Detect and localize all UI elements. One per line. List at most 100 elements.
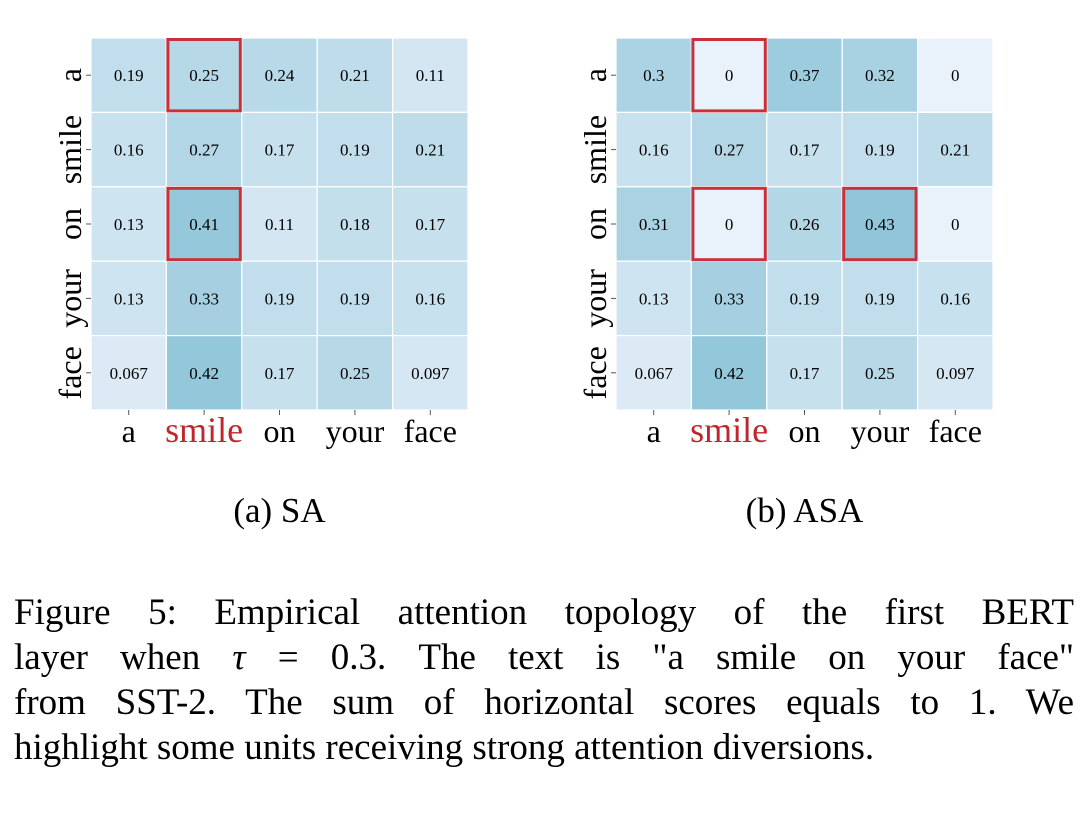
cell-value-label-r2-c2: 0.11 xyxy=(265,215,294,234)
cell-value-label-r1-c1: 0.27 xyxy=(714,141,744,160)
heatmap-cell-r0-c4 xyxy=(916,37,994,114)
caption-line-1: Figure 5: Empirical attention topology o… xyxy=(14,592,1074,633)
cell-value-label-r0-c3: 0.21 xyxy=(340,66,370,85)
subcaption-0: (a) SA xyxy=(233,491,326,530)
heatmap-cell-r3-c2 xyxy=(241,260,318,337)
cell-value-label-r4-c1: 0.42 xyxy=(714,364,744,383)
x-tick-label-on: on xyxy=(264,413,296,449)
subcaption-1: (b) ASA xyxy=(746,491,864,530)
x-tick-label-smile: smile xyxy=(690,410,768,450)
heatmap-cell-r3-c1 xyxy=(690,260,768,337)
cell-value-label-r3-c4: 0.16 xyxy=(940,289,970,308)
heatmap-cell-r4-c3 xyxy=(841,335,919,411)
cell-value-label-r2-c4: 0.17 xyxy=(415,215,445,234)
cell-value-label-r3-c3: 0.19 xyxy=(340,289,370,308)
heatmap-cell-r2-c3 xyxy=(841,186,919,262)
heatmap-cell-r1-c4 xyxy=(392,111,469,188)
cell-value-label-r3-c0: 0.13 xyxy=(114,289,144,308)
heatmap-cell-r2-c2 xyxy=(766,186,843,262)
cell-value-label-r4-c2: 0.17 xyxy=(265,364,295,383)
cell-value-label-r0-c1: 0 xyxy=(725,66,734,85)
cell-value-label-r0-c3: 0.32 xyxy=(865,66,895,85)
cell-value-label-r0-c1: 0.25 xyxy=(189,66,219,85)
cell-value-label-r4-c4: 0.097 xyxy=(936,364,975,383)
heatmap-cell-r3-c4 xyxy=(392,260,469,337)
caption-line-2-post: The text is "a smile on your face" xyxy=(418,637,1075,678)
cell-value-label-r1-c2: 0.17 xyxy=(790,141,820,160)
heatmap-cell-r4-c0 xyxy=(90,335,168,411)
x-tick-label-a: a xyxy=(647,413,661,449)
heatmap-cell-r0-c3 xyxy=(316,37,394,114)
cell-value-label-r4-c0: 0.067 xyxy=(635,364,674,383)
heatmap-cell-r3-c1 xyxy=(165,260,243,337)
cell-value-label-r4-c0: 0.067 xyxy=(110,364,149,383)
heatmap-cell-r2-c1 xyxy=(690,186,768,262)
cell-value-label-r4-c3: 0.25 xyxy=(340,364,370,383)
cell-value-label-r2-c2: 0.26 xyxy=(790,215,820,234)
heatmap-cell-r0-c1 xyxy=(165,37,243,114)
cell-value-label-r2-c4: 0 xyxy=(951,215,960,234)
x-tick-label-a: a xyxy=(122,413,136,449)
cell-value-label-r3-c3: 0.19 xyxy=(865,289,895,308)
attention-heatmap-figure: 0.19 0.25 0.24 0.21 0.11 0.16 0.27 0.17 0.19 0.21… xyxy=(52,37,994,530)
heatmap-cell-r0-c2 xyxy=(241,37,318,114)
y-tick-label-your: your xyxy=(577,269,613,328)
heatmap-cell-r2-c1 xyxy=(165,186,243,262)
heatmap-cell-r4-c4 xyxy=(392,335,469,411)
cell-value-label-r2-c3: 0.43 xyxy=(865,215,895,234)
heatmap-cell-r4-c1 xyxy=(165,335,243,411)
heatmap-cell-r4-c2 xyxy=(241,335,318,411)
x-tick-label-your: your xyxy=(851,413,910,449)
cell-value-label-r3-c1: 0.33 xyxy=(714,289,744,308)
x-tick-label-smile: smile xyxy=(165,410,243,450)
caption-line-2-pre: layer when xyxy=(14,637,201,678)
heatmap-cell-r4-c4 xyxy=(916,335,994,411)
heatmap-cell-r1-c2 xyxy=(241,111,318,188)
cell-value-label-r2-c3: 0.18 xyxy=(340,215,370,234)
cell-value-label-r1-c1: 0.27 xyxy=(189,141,219,160)
cell-value-label-r1-c0: 0.16 xyxy=(114,141,144,160)
x-tick-label-face: face xyxy=(929,413,982,449)
cell-value-label-r0-c2: 0.24 xyxy=(265,66,295,85)
cell-value-label-r2-c1: 0 xyxy=(725,215,734,234)
heatmap-cell-r3-c3 xyxy=(316,260,394,337)
heatmap-cell-r4-c1 xyxy=(690,335,768,411)
cell-value-label-r2-c0: 0.13 xyxy=(114,215,144,234)
cell-value-label-r1-c3: 0.19 xyxy=(865,141,895,160)
highlight-box-1 xyxy=(691,186,767,262)
cell-value-label-r4-c4: 0.097 xyxy=(411,364,450,383)
figure-caption: Figure 5: Empirical attention topology o… xyxy=(14,590,1074,770)
caption-line-4: highlight some units receiving strong at… xyxy=(14,727,875,768)
cell-value-label-r0-c4: 0 xyxy=(951,66,960,85)
caption-line-2: layer when τ = 0.3. The text is "a smile… xyxy=(14,635,1074,680)
cell-value-label-r0-c0: 0.3 xyxy=(643,66,664,85)
heatmap-cell-r3-c4 xyxy=(916,260,994,337)
cell-value-label-r0-c4: 0.11 xyxy=(416,66,445,85)
y-tick-label-your: your xyxy=(52,269,88,328)
cell-value-label-r2-c1: 0.41 xyxy=(189,215,219,234)
y-tick-label-a: a xyxy=(52,68,88,82)
x-tick-label-on: on xyxy=(789,413,821,449)
cell-value-label-r3-c2: 0.19 xyxy=(790,289,820,308)
heatmap-cell-r2-c3 xyxy=(316,186,394,262)
y-tick-label-a: a xyxy=(577,68,613,82)
cell-value-label-r4-c3: 0.25 xyxy=(865,364,895,383)
x-tick-label-face: face xyxy=(404,413,457,449)
cell-value-label-r4-c2: 0.17 xyxy=(790,364,820,383)
x-tick-label-your: your xyxy=(326,413,385,449)
cell-value-label-r1-c4: 0.21 xyxy=(940,141,970,160)
highlight-box-0 xyxy=(166,38,242,113)
cell-value-label-r3-c1: 0.33 xyxy=(189,289,219,308)
y-tick-label-face: face xyxy=(577,346,613,399)
cell-value-label-r1-c0: 0.16 xyxy=(639,141,669,160)
cell-value-label-r0-c2: 0.37 xyxy=(790,66,820,85)
equals-sign: = xyxy=(277,637,299,678)
cell-value-label-r3-c2: 0.19 xyxy=(265,289,295,308)
y-tick-label-on: on xyxy=(577,208,613,240)
heatmap-cell-r3-c2 xyxy=(766,260,843,337)
heatmap-cell-r1-c1 xyxy=(690,111,768,188)
highlight-box-1 xyxy=(166,186,242,262)
cell-value-label-r4-c1: 0.42 xyxy=(189,364,219,383)
cell-value-label-r3-c4: 0.16 xyxy=(415,289,445,308)
heatmap-cell-r0-c3 xyxy=(841,37,919,114)
